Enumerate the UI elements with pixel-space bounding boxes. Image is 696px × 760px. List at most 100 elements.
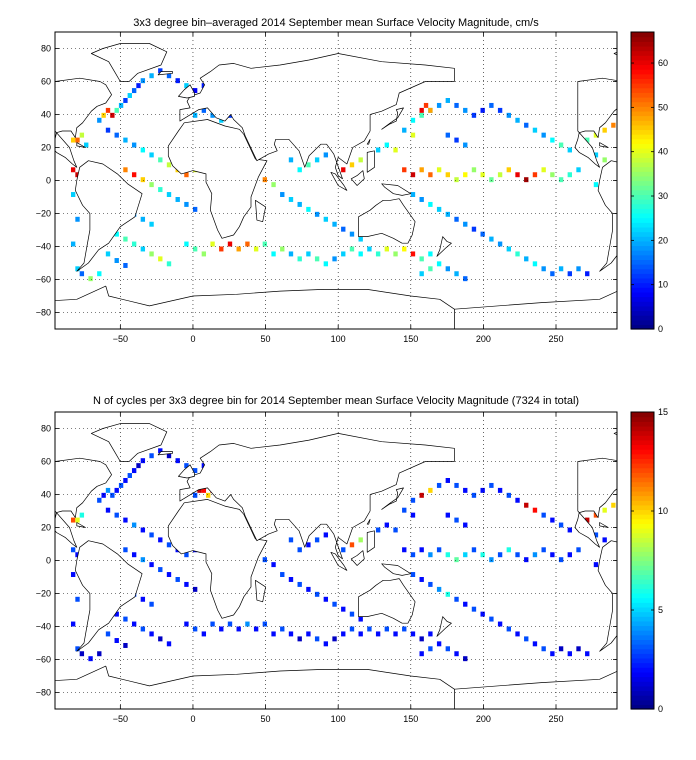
heatmap-cell bbox=[158, 157, 163, 163]
heatmap-cell bbox=[550, 517, 555, 523]
colorbar-swatch bbox=[631, 463, 654, 469]
colorbar-swatch bbox=[631, 222, 654, 228]
heatmap-cell bbox=[97, 497, 102, 503]
heatmap-cell bbox=[402, 507, 407, 513]
heatmap-cell bbox=[428, 631, 433, 637]
heatmap-cell bbox=[149, 221, 154, 227]
land-mass bbox=[255, 579, 266, 603]
land-mass bbox=[350, 550, 365, 566]
heatmap-cell bbox=[349, 231, 355, 237]
colorbar-swatch bbox=[631, 412, 654, 418]
heatmap-cell bbox=[332, 221, 337, 227]
heatmap-cell bbox=[358, 631, 363, 637]
heatmap-cell bbox=[131, 552, 137, 558]
colorbar-swatch bbox=[631, 606, 654, 613]
x-tick-label: 200 bbox=[476, 714, 491, 724]
colorbar-swatch bbox=[631, 421, 654, 427]
y-tick-label: 40 bbox=[41, 110, 51, 120]
heatmap-cell bbox=[114, 487, 119, 493]
y-tick-label: −20 bbox=[36, 209, 51, 219]
heatmap-cell bbox=[192, 112, 198, 118]
colorbar: 0 5 10 15 bbox=[630, 407, 668, 714]
heatmap-cell bbox=[558, 646, 564, 652]
heatmap-cell bbox=[75, 172, 80, 178]
heatmap-cell bbox=[236, 626, 241, 632]
heatmap-cell bbox=[184, 463, 189, 469]
heatmap-cell bbox=[445, 646, 450, 652]
colorbar-swatch bbox=[631, 453, 654, 460]
y-tick-label: 0 bbox=[46, 176, 51, 186]
heatmap-cell bbox=[306, 162, 311, 168]
land-mass bbox=[381, 563, 412, 576]
colorbar-swatch bbox=[631, 560, 654, 566]
x-tick-label: −50 bbox=[113, 714, 128, 724]
heatmap-cell bbox=[123, 643, 128, 648]
heatmap-cell bbox=[175, 78, 180, 84]
colorbar-swatch bbox=[631, 648, 654, 654]
heatmap-cell bbox=[367, 246, 372, 252]
heatmap-cell bbox=[184, 581, 189, 587]
colorbar-swatch bbox=[631, 212, 654, 219]
colorbar-swatch bbox=[631, 514, 654, 520]
colorbar-swatch bbox=[631, 486, 654, 492]
heatmap-cell bbox=[532, 552, 538, 558]
heatmap-cell bbox=[393, 631, 398, 637]
heatmap-cell bbox=[158, 256, 163, 262]
colorbar-tick-label: 15 bbox=[658, 407, 668, 417]
heatmap-cell bbox=[524, 177, 529, 183]
colorbar-swatch bbox=[631, 143, 654, 149]
heatmap-cell bbox=[541, 167, 546, 173]
heatmap-cell bbox=[506, 547, 511, 553]
colorbar-swatch bbox=[631, 574, 654, 580]
heatmap-cell bbox=[593, 182, 599, 188]
colorbar-swatch bbox=[631, 481, 654, 487]
heatmap-cell bbox=[227, 621, 233, 627]
heatmap-cell bbox=[184, 621, 189, 627]
x-tick-label: −50 bbox=[113, 334, 128, 344]
grid-lines bbox=[55, 412, 617, 709]
heatmap-cell bbox=[149, 601, 154, 607]
heatmap-cell bbox=[166, 261, 172, 267]
heatmap-cell bbox=[175, 458, 180, 464]
heatmap-cell bbox=[158, 567, 163, 573]
land-mass bbox=[691, 499, 696, 618]
heatmap-cell bbox=[558, 177, 564, 183]
land-mass bbox=[178, 464, 195, 479]
heatmap-cell bbox=[585, 137, 590, 143]
heatmap-cell bbox=[306, 631, 311, 637]
heatmap-cell bbox=[515, 172, 520, 178]
heatmap-cell bbox=[428, 172, 433, 178]
colorbar-swatch bbox=[631, 59, 654, 66]
colorbar-tick-label: 40 bbox=[658, 147, 668, 157]
colorbar-swatch bbox=[631, 588, 654, 594]
heatmap-cell bbox=[271, 562, 276, 568]
land-mass bbox=[76, 142, 86, 148]
heatmap-cells bbox=[70, 68, 616, 282]
colorbar-swatch bbox=[631, 579, 654, 585]
heatmap-cell bbox=[480, 487, 485, 493]
colorbar-swatch bbox=[631, 41, 654, 47]
heatmap-cell bbox=[166, 73, 172, 79]
heatmap-cell bbox=[140, 557, 146, 563]
heatmap-cell bbox=[489, 616, 494, 622]
heatmap-cell bbox=[110, 112, 115, 118]
heatmap-cell bbox=[454, 517, 459, 523]
heatmap-cell bbox=[532, 127, 538, 133]
heatmap-cell bbox=[131, 621, 137, 627]
colorbar-swatch bbox=[631, 291, 654, 298]
heatmap-cell bbox=[262, 621, 268, 627]
colorbar-swatch bbox=[631, 653, 654, 659]
heatmap-cell bbox=[314, 591, 320, 597]
heatmap-cell bbox=[375, 147, 381, 153]
heatmap-cell bbox=[149, 251, 154, 257]
colorbar-swatch bbox=[631, 175, 654, 182]
heatmap-cell bbox=[280, 246, 285, 252]
heatmap-cell bbox=[419, 197, 424, 202]
heatmap-cell bbox=[558, 557, 564, 563]
land-mass bbox=[55, 665, 455, 709]
heatmap-cell bbox=[280, 192, 285, 197]
heatmap-cell bbox=[349, 626, 355, 632]
heatmap-cell bbox=[97, 651, 102, 657]
heatmap-cell bbox=[341, 547, 346, 553]
